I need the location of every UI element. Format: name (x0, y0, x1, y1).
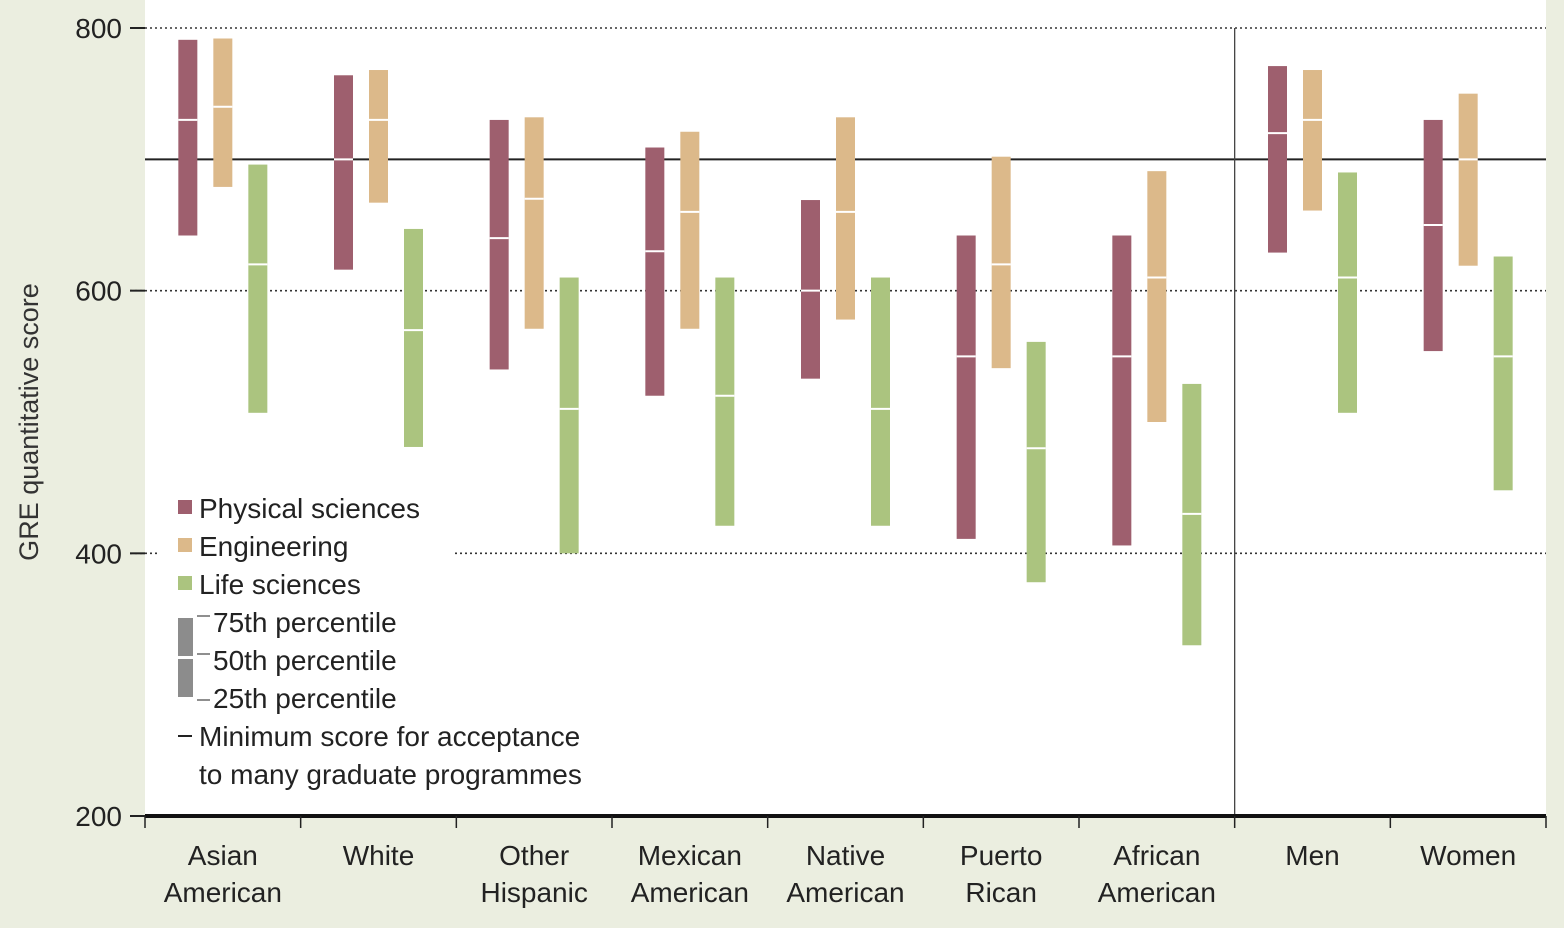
x-tick-label: Asian American (164, 840, 282, 908)
x-tick-label: Other Hispanic (480, 840, 587, 908)
bar-physical-sciences-3 (645, 147, 665, 396)
bar-physical-sciences-8 (1423, 119, 1443, 352)
bar-physical-sciences-5 (956, 235, 976, 539)
bar-life-sciences-7 (1338, 172, 1357, 413)
bar-engineering-4 (836, 117, 855, 320)
bar-engineering-1 (369, 70, 388, 203)
bar-engineering-6 (1147, 171, 1167, 422)
legend: Physical sciences Engineering Life science… (160, 488, 582, 798)
bar-engineering-3 (680, 131, 700, 329)
legend-minimum-label: Minimum score for acceptance (199, 721, 580, 752)
y-tick-label: 600 (75, 276, 122, 307)
legend-minimum-label-2: to many graduate programmes (199, 759, 582, 790)
bar-physical-sciences-7 (1268, 66, 1287, 253)
legend-label-1: Engineering (199, 531, 348, 562)
x-tick-label: Women (1420, 840, 1516, 871)
bar-physical-sciences-0 (178, 39, 198, 236)
bar-physical-sciences-4 (801, 200, 820, 379)
bar-physical-sciences-2 (489, 119, 509, 370)
legend-label-2: Life sciences (199, 569, 361, 600)
legend-percentile-bar-upper (178, 618, 193, 656)
legend-swatch-1 (178, 538, 192, 552)
bar-life-sciences-0 (248, 164, 268, 413)
x-tick-label: White (343, 840, 415, 871)
x-tick-label: Men (1285, 840, 1339, 871)
bar-engineering-5 (991, 156, 1011, 369)
bar-life-sciences-5 (1026, 341, 1046, 583)
bar-life-sciences-1 (404, 228, 423, 447)
bar-life-sciences-4 (871, 277, 890, 526)
legend-swatch-0 (178, 500, 192, 514)
bar-engineering-7 (1303, 70, 1322, 211)
legend-percentile-bar-lower (178, 659, 193, 697)
y-tick-label: 400 (75, 538, 122, 569)
bar-engineering-8 (1458, 93, 1478, 266)
x-tick-label: Native American (786, 840, 904, 908)
bar-engineering-0 (213, 38, 233, 187)
legend-percentile-label-0: 75th percentile (213, 607, 397, 638)
bar-life-sciences-8 (1493, 256, 1513, 491)
bar-engineering-2 (524, 117, 544, 329)
x-tick-label: African American (1098, 840, 1216, 908)
legend-background (160, 488, 455, 798)
y-axis-label: GRE quantitative score (14, 283, 44, 561)
y-tick-label: 800 (75, 13, 122, 44)
x-tick-label: Mexican American (631, 840, 749, 908)
bar-physical-sciences-6 (1112, 235, 1132, 546)
bar-life-sciences-3 (715, 277, 735, 526)
bar-physical-sciences-1 (334, 75, 353, 270)
legend-label-0: Physical sciences (199, 493, 420, 524)
y-tick-label: 200 (75, 801, 122, 832)
legend-swatch-2 (178, 576, 192, 590)
x-tick-label: Puerto Rican (960, 840, 1043, 908)
legend-percentile-label-1: 50th percentile (213, 645, 397, 676)
bar-life-sciences-2 (559, 277, 579, 554)
legend-percentile-label-2: 25th percentile (213, 683, 397, 714)
